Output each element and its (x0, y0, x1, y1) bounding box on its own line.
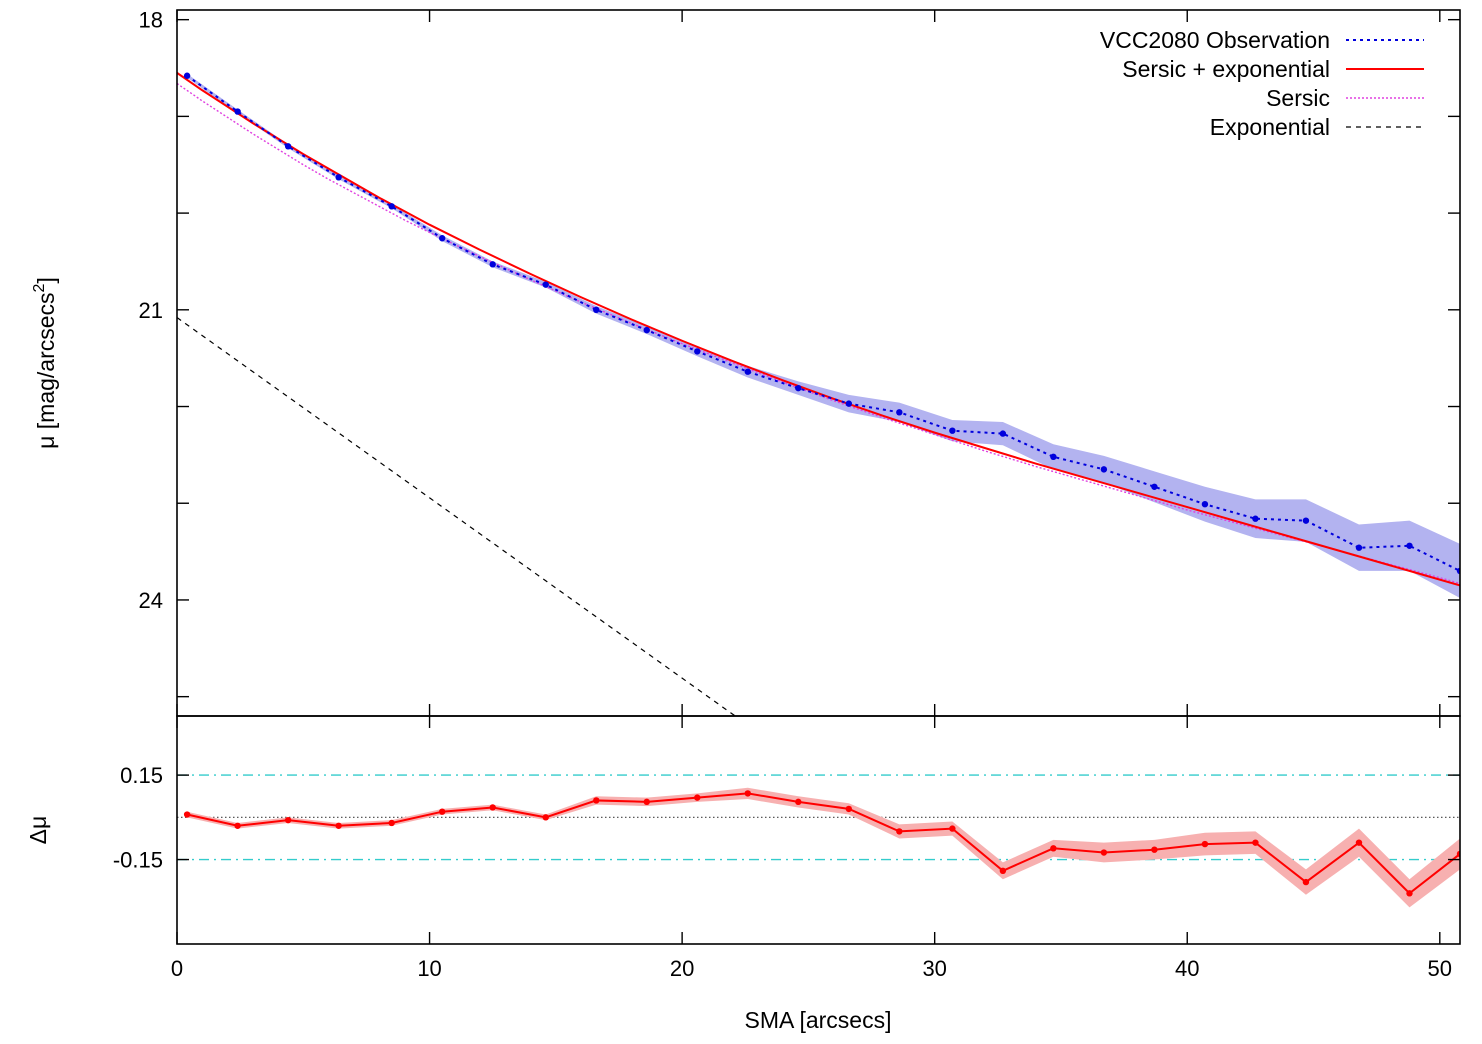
bottom-points (183, 790, 1460, 897)
x-tick-label: 30 (922, 956, 946, 981)
top-lines (177, 72, 1460, 716)
residual-point (542, 814, 549, 821)
residual-point (1355, 839, 1363, 846)
residual-error-band (187, 787, 1460, 908)
observation-point (234, 108, 241, 115)
residual-point (1406, 890, 1413, 897)
observation-point (1302, 517, 1310, 524)
observation-point (1050, 453, 1057, 461)
observation-point (183, 72, 191, 79)
sersic-line (177, 82, 1460, 585)
observation-point (949, 427, 956, 434)
bottom-y-tick-label: -0.15 (113, 848, 163, 873)
observation-point (593, 306, 600, 314)
legend-label-sersic-exponential: Sersic + exponential (1122, 56, 1330, 82)
x-tick-label: 50 (1428, 956, 1452, 981)
residual-point (1100, 849, 1108, 856)
observation-point (1406, 542, 1413, 549)
residual-point (845, 805, 853, 813)
residual-line (186, 792, 1460, 895)
x-tick-label: 20 (670, 956, 694, 981)
residual-point (234, 822, 241, 829)
observation-point (489, 261, 496, 268)
residual-point (643, 798, 650, 806)
legend-entry-observation: VCC2080 Observation (1100, 27, 1424, 53)
bottom-y-tick-label: 0.15 (120, 763, 163, 788)
legend-label-exponential: Exponential (1210, 114, 1330, 140)
x-tick-label: 0 (171, 956, 183, 981)
residual-point (1201, 840, 1209, 848)
residual-point (795, 798, 802, 806)
bottom-tick-labels: 0 10 20 30 40 50 0.15 -0.15 (113, 763, 1452, 981)
residual-point (388, 819, 395, 827)
residual-point (489, 804, 496, 811)
observation-point (542, 281, 549, 288)
observation-point (795, 384, 802, 392)
bottom-plot-frame (176, 715, 1461, 945)
exponential-line (177, 317, 736, 716)
top-ticks (176, 10, 1460, 716)
observation-point (438, 235, 446, 242)
residual-point (744, 790, 751, 797)
bottom-y-axis-label: Δμ (25, 816, 51, 845)
residual-point (1050, 845, 1057, 852)
legend: VCC2080 Observation Sersic + exponential… (1100, 27, 1424, 140)
top-y-tick-label: 24 (139, 588, 163, 613)
observation-point (1100, 466, 1108, 473)
bottom-lines (186, 792, 1460, 895)
sersic-exponential-line (177, 72, 1460, 587)
residual-point (1151, 846, 1158, 853)
observation-point (845, 400, 853, 407)
observation-point (1252, 515, 1259, 522)
residual-point (896, 828, 903, 835)
observation-point (896, 409, 903, 416)
x-tick-label: 40 (1175, 956, 1199, 981)
top-y-tick-label: 18 (139, 8, 163, 33)
observation-point (1355, 544, 1363, 551)
top-bands (187, 73, 1460, 599)
top-panel: 18 21 24 μ [mag/arcsecs2] VCC2080 Observat… (31, 8, 1461, 717)
observation-error-band (187, 73, 1460, 599)
bottom-bands (187, 787, 1460, 908)
top-tick-labels: 18 21 24 (139, 8, 163, 613)
x-axis-label: SMA [arcsecs] (745, 1007, 892, 1033)
observation-point (999, 430, 1007, 437)
bottom-reference-lines (177, 774, 1460, 861)
observation-point (744, 368, 751, 375)
observation-point (1201, 501, 1209, 508)
observation-point (284, 143, 292, 150)
bottom-panel: 0 10 20 30 40 50 0.15 -0.15 Δμ SMA [arcsecs] (25, 715, 1461, 1033)
top-y-tick-label: 21 (139, 298, 163, 323)
residual-point (438, 808, 446, 815)
residual-point (593, 797, 600, 804)
top-y-axis-label: μ [mag/arcsecs2] (31, 277, 59, 449)
residual-point (999, 867, 1007, 875)
residual-point (949, 825, 956, 832)
residual-point (335, 822, 342, 829)
legend-entry-sersic-exponential: Sersic + exponential (1122, 56, 1424, 82)
legend-entry-sersic: Sersic (1266, 85, 1424, 111)
residual-point (284, 816, 292, 824)
residual-point (183, 811, 191, 818)
residual-point (1302, 878, 1310, 886)
legend-label-observation: VCC2080 Observation (1100, 27, 1330, 53)
observation-line (186, 74, 1460, 572)
observation-point (335, 174, 342, 181)
top-points (183, 72, 1460, 575)
residual-point (694, 794, 701, 801)
observation-point (643, 326, 650, 334)
observation-point (1151, 483, 1158, 490)
legend-entry-exponential: Exponential (1210, 114, 1424, 140)
observation-point (694, 348, 701, 355)
observation-point (388, 203, 395, 210)
legend-label-sersic: Sersic (1266, 85, 1330, 111)
residual-point (1252, 839, 1259, 846)
x-tick-label: 10 (417, 956, 441, 981)
